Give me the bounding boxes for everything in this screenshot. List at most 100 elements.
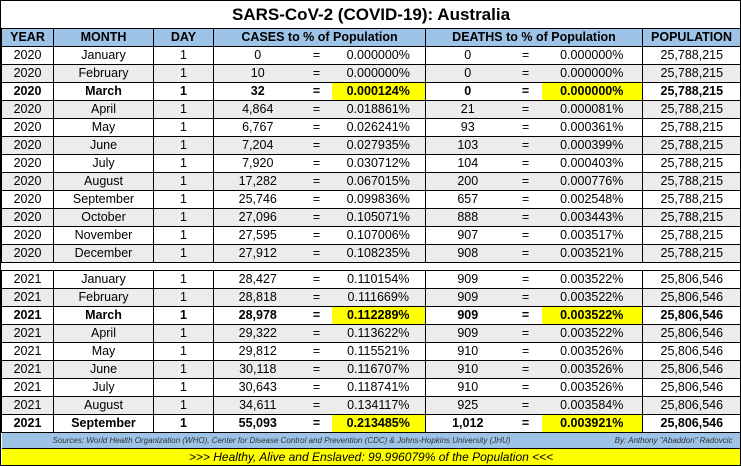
cell-cases: 28,978 — [213, 306, 302, 325]
cell-eq: = — [509, 190, 542, 209]
cell-cases: 4,864 — [213, 100, 302, 119]
cell-cases: 27,912 — [213, 244, 302, 263]
cell-eq: = — [509, 360, 542, 379]
cell-deaths-pct: 0.000000% — [541, 46, 643, 65]
cell-eq: = — [301, 82, 332, 101]
table-row: 2021 April 1 29,322 = 0.113622% 909 = 0.003522% 2… — [1, 324, 740, 343]
cell-month: July — [53, 154, 154, 173]
cell-eq: = — [509, 226, 542, 245]
cell-population: 25,788,215 — [641, 136, 740, 155]
cell-cases-pct: 0.000124% — [331, 82, 426, 101]
cell-deaths: 909 — [425, 306, 510, 325]
cell-cases: 29,812 — [213, 342, 302, 361]
cell-population: 25,806,546 — [641, 342, 740, 361]
cell-year: 2021 — [1, 324, 54, 343]
header-cases: CASES to % of Population — [213, 28, 426, 47]
header-year: YEAR — [1, 28, 54, 47]
cell-population: 25,806,546 — [641, 270, 740, 289]
table-row: 2021 March 1 28,978 = 0.112289% 909 = 0.003522% 2… — [1, 306, 740, 325]
cell-deaths-pct: 0.000000% — [541, 82, 643, 101]
cell-population: 25,806,546 — [641, 306, 740, 325]
cell-month: July — [53, 378, 154, 397]
cell-day: 1 — [153, 82, 214, 101]
cell-eq: = — [509, 342, 542, 361]
cell-month: January — [53, 46, 154, 65]
cell-deaths-pct: 0.003522% — [541, 270, 643, 289]
cell-deaths-pct: 0.003921% — [541, 414, 643, 433]
cell-eq: = — [301, 288, 332, 307]
cell-year: 2020 — [1, 226, 54, 245]
table-row: 2021 June 1 30,118 = 0.116707% 910 = 0.003526% 25… — [1, 360, 740, 379]
cell-cases-pct: 0.000000% — [331, 46, 426, 65]
footer-summary: >>> Healthy, Alive and Enslaved: 99.9960… — [1, 448, 740, 465]
cell-eq: = — [301, 342, 332, 361]
cell-deaths-pct: 0.003443% — [541, 208, 643, 227]
header-day: DAY — [153, 28, 214, 47]
table-row: 2020 April 1 4,864 = 0.018861% 21 = 0.000081% 25,… — [1, 100, 740, 119]
group-spacer — [1, 262, 740, 271]
cell-eq: = — [509, 172, 542, 191]
cell-day: 1 — [153, 208, 214, 227]
sources-row: Sources: World Health Organization (WHO)… — [1, 432, 740, 449]
cell-eq: = — [509, 288, 542, 307]
cell-deaths-pct: 0.003526% — [541, 378, 643, 397]
cell-month: August — [53, 396, 154, 415]
cell-deaths-pct: 0.002548% — [541, 190, 643, 209]
cell-cases: 28,427 — [213, 270, 302, 289]
cell-cases-pct: 0.111669% — [331, 288, 426, 307]
cell-cases-pct: 0.113622% — [331, 324, 426, 343]
cell-eq: = — [509, 396, 542, 415]
cell-deaths: 910 — [425, 342, 510, 361]
cell-deaths: 1,012 — [425, 414, 510, 433]
cell-month: January — [53, 270, 154, 289]
table-row: 2020 October 1 27,096 = 0.105071% 888 = 0.003443… — [1, 208, 740, 227]
cell-population: 25,788,215 — [641, 244, 740, 263]
cell-deaths: 200 — [425, 172, 510, 191]
spacer-cell — [1, 262, 740, 271]
cell-day: 1 — [153, 342, 214, 361]
cell-cases: 27,595 — [213, 226, 302, 245]
cell-year: 2020 — [1, 100, 54, 119]
cell-eq: = — [509, 378, 542, 397]
cell-eq: = — [301, 414, 332, 433]
cell-deaths: 0 — [425, 82, 510, 101]
cell-day: 1 — [153, 270, 214, 289]
cell-deaths-pct: 0.003522% — [541, 288, 643, 307]
cell-population: 25,806,546 — [641, 396, 740, 415]
cell-deaths: 909 — [425, 288, 510, 307]
cell-deaths-pct: 0.003522% — [541, 324, 643, 343]
cell-eq: = — [301, 324, 332, 343]
cell-deaths-pct: 0.000000% — [541, 64, 643, 83]
cell-cases-pct: 0.110154% — [331, 270, 426, 289]
cell-year: 2021 — [1, 306, 54, 325]
table-row: 2021 August 1 34,611 = 0.134117% 925 = 0.003584%… — [1, 396, 740, 415]
cell-day: 1 — [153, 306, 214, 325]
table-row: 2021 July 1 30,643 = 0.118741% 910 = 0.003526% 25… — [1, 378, 740, 397]
table-row: 2020 March 1 32 = 0.000124% 0 = 0.000000% 25,788,… — [1, 82, 740, 101]
cell-cases: 30,118 — [213, 360, 302, 379]
cell-eq: = — [301, 226, 332, 245]
cell-eq: = — [301, 46, 332, 65]
cell-deaths: 657 — [425, 190, 510, 209]
cell-eq: = — [301, 154, 332, 173]
cell-population: 25,788,215 — [641, 118, 740, 137]
cell-eq: = — [301, 64, 332, 83]
cell-cases-pct: 0.213485% — [331, 414, 426, 433]
cell-population: 25,806,546 — [641, 360, 740, 379]
cell-day: 1 — [153, 136, 214, 155]
cell-day: 1 — [153, 46, 214, 65]
cell-eq: = — [509, 100, 542, 119]
cell-day: 1 — [153, 288, 214, 307]
cell-month: March — [53, 306, 154, 325]
cell-eq: = — [301, 244, 332, 263]
cell-cases-pct: 0.112289% — [331, 306, 426, 325]
table-row: 2020 August 1 17,282 = 0.067015% 200 = 0.000776%… — [1, 172, 740, 191]
cell-eq: = — [301, 378, 332, 397]
cell-year: 2021 — [1, 342, 54, 361]
cell-eq: = — [509, 46, 542, 65]
cell-cases-pct: 0.116707% — [331, 360, 426, 379]
cell-deaths: 888 — [425, 208, 510, 227]
footer-row: >>> Healthy, Alive and Enslaved: 99.9960… — [1, 448, 740, 465]
cell-cases: 7,920 — [213, 154, 302, 173]
